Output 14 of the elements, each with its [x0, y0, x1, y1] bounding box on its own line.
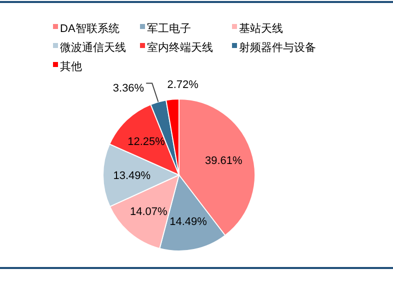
- legend-label: 军工电子: [147, 22, 191, 35]
- data-label: 39.61%: [204, 154, 243, 167]
- data-label: 14.07%: [130, 206, 168, 218]
- data-label: 14.49%: [170, 216, 208, 228]
- legend-label: 室内终端天线: [147, 41, 213, 54]
- data-label: 12.25%: [128, 136, 166, 148]
- data-label: 2.72%: [167, 79, 199, 92]
- data-label: 13.49%: [113, 170, 151, 182]
- legend-label: DA智联系统: [60, 22, 120, 35]
- data-label: 3.36%: [112, 82, 144, 94]
- legend-label: 其他: [60, 60, 82, 73]
- legend-label: 微波通信天线: [60, 41, 126, 54]
- legend-label: 射频器件与设备: [239, 41, 316, 54]
- legend-label: 基站天线: [239, 22, 283, 35]
